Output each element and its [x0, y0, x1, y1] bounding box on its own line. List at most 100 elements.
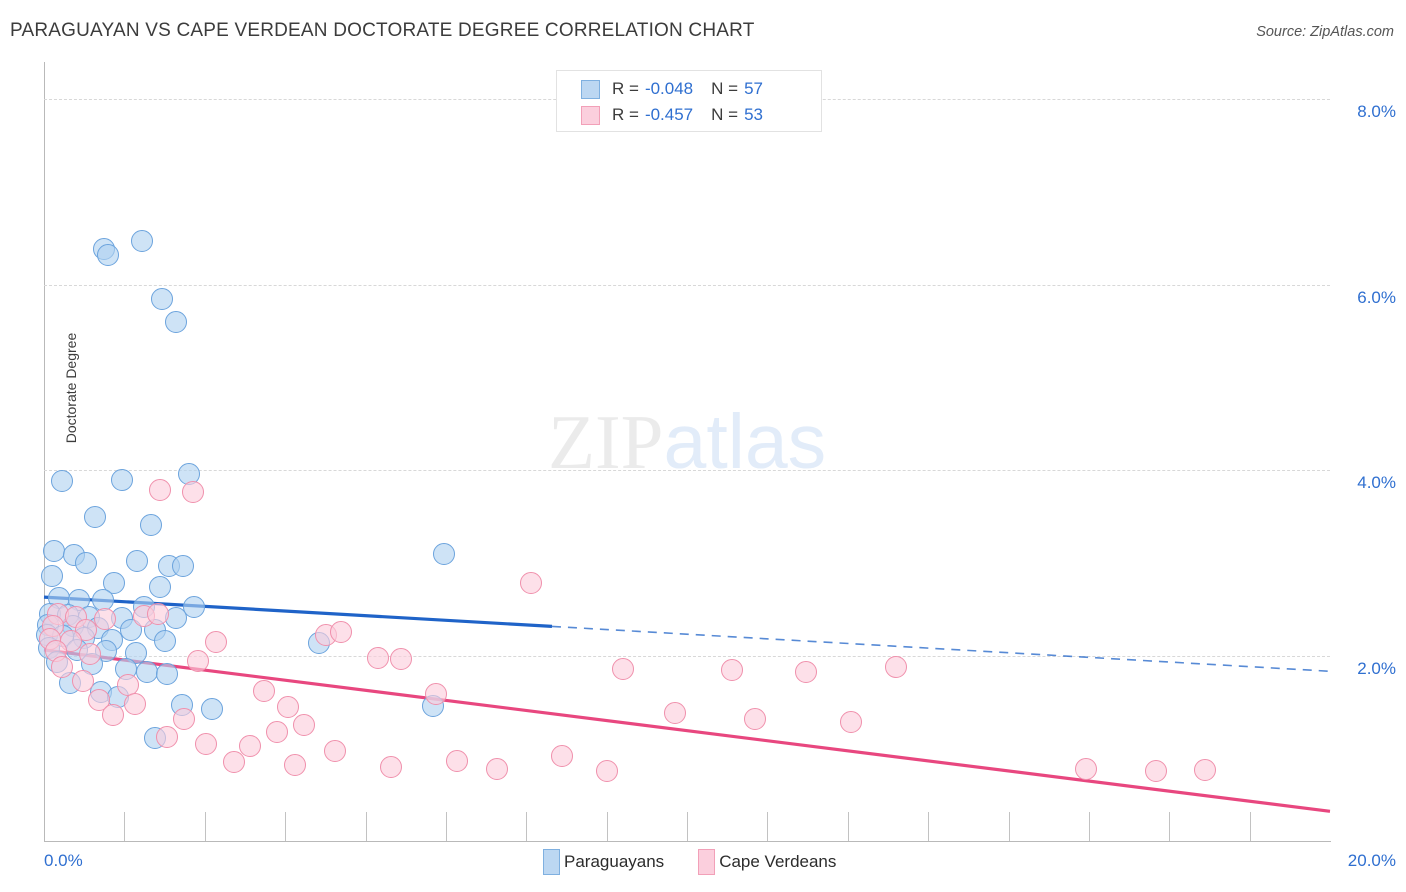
watermark-zip: ZIP — [548, 399, 664, 485]
data-point-cape-verdeans[interactable] — [721, 659, 743, 682]
data-point-cape-verdeans[interactable] — [445, 750, 468, 773]
x-axis-tick — [1249, 812, 1251, 841]
data-point-paraguayans[interactable] — [135, 661, 158, 684]
data-point-cape-verdeans[interactable] — [148, 479, 171, 502]
data-point-paraguayans[interactable] — [171, 555, 194, 578]
data-point-cape-verdeans[interactable] — [252, 679, 275, 702]
data-point-cape-verdeans[interactable] — [51, 655, 73, 678]
data-point-cape-verdeans[interactable] — [611, 657, 634, 680]
y-axis-line — [44, 62, 45, 841]
data-point-paraguayans[interactable] — [103, 572, 126, 595]
legend-item-paraguayans[interactable]: Paraguayans — [543, 849, 664, 875]
stat-swatch-paraguayans — [581, 79, 600, 99]
data-point-paraguayans[interactable] — [51, 470, 73, 493]
data-point-cape-verdeans[interactable] — [743, 707, 766, 730]
data-point-paraguayans[interactable] — [97, 243, 120, 266]
x-axis-tick — [1008, 812, 1010, 841]
data-point-cape-verdeans[interactable] — [222, 751, 245, 774]
data-point-cape-verdeans[interactable] — [87, 689, 110, 712]
x-axis-tick — [928, 812, 930, 841]
data-point-cape-verdeans[interactable] — [75, 618, 98, 641]
data-point-cape-verdeans[interactable] — [323, 740, 346, 763]
data-point-paraguayans[interactable] — [43, 539, 66, 562]
data-point-cape-verdeans[interactable] — [283, 753, 306, 776]
legend-item-cape-verdeans[interactable]: Cape Verdeans — [698, 849, 836, 875]
data-point-cape-verdeans[interactable] — [156, 726, 179, 749]
data-point-cape-verdeans[interactable] — [173, 707, 196, 730]
data-point-cape-verdeans[interactable] — [205, 630, 228, 653]
y-axis-tick-label: 2.0% — [1357, 658, 1396, 678]
stat-row-paraguayans: R = -0.048 N = 57 — [557, 76, 821, 102]
data-point-cape-verdeans[interactable] — [884, 655, 907, 678]
data-point-cape-verdeans[interactable] — [71, 670, 94, 693]
x-axis-tick — [1088, 812, 1090, 841]
x-axis-line — [44, 841, 1331, 842]
gridline-6.0% — [44, 284, 1330, 286]
data-point-cape-verdeans[interactable] — [102, 703, 125, 726]
data-point-cape-verdeans[interactable] — [550, 744, 573, 767]
data-point-cape-verdeans[interactable] — [595, 759, 618, 782]
data-point-cape-verdeans[interactable] — [124, 692, 147, 715]
data-point-cape-verdeans[interactable] — [1145, 759, 1168, 782]
x-axis-tick — [526, 812, 528, 841]
data-point-cape-verdeans[interactable] — [1074, 757, 1097, 780]
data-point-cape-verdeans[interactable] — [520, 572, 543, 595]
data-point-paraguayans[interactable] — [148, 575, 171, 598]
data-point-paraguayans[interactable] — [75, 551, 98, 574]
data-point-cape-verdeans[interactable] — [425, 683, 448, 706]
data-point-cape-verdeans[interactable] — [389, 648, 412, 671]
data-point-paraguayans[interactable] — [182, 596, 205, 619]
data-point-cape-verdeans[interactable] — [1193, 758, 1216, 781]
data-point-cape-verdeans[interactable] — [79, 642, 102, 665]
watermark-atlas: atlas — [663, 399, 827, 485]
data-point-cape-verdeans[interactable] — [380, 755, 403, 778]
gridline-4.0% — [44, 470, 1330, 472]
stat-r-label-1: R = — [612, 79, 639, 98]
data-point-paraguayans[interactable] — [126, 549, 149, 572]
data-point-paraguayans[interactable] — [111, 469, 134, 492]
source-attribution: Source: ZipAtlas.com — [1256, 24, 1394, 40]
stat-r-value-1: -0.048 — [644, 79, 694, 98]
data-point-paraguayans[interactable] — [156, 663, 179, 686]
x-axis-tick — [767, 812, 769, 841]
data-point-cape-verdeans[interactable] — [238, 735, 261, 758]
data-point-cape-verdeans[interactable] — [794, 661, 817, 684]
data-point-cape-verdeans[interactable] — [187, 650, 210, 673]
data-point-paraguayans[interactable] — [140, 513, 163, 536]
page-title: PARAGUAYAN VS CAPE VERDEAN DOCTORATE DEG… — [10, 20, 755, 41]
gridline-2.0% — [44, 655, 1330, 657]
data-point-cape-verdeans[interactable] — [265, 720, 288, 743]
data-point-cape-verdeans[interactable] — [94, 608, 117, 631]
y-axis-title: Doctorate Degree — [63, 332, 79, 444]
data-point-cape-verdeans[interactable] — [486, 757, 509, 780]
data-point-cape-verdeans[interactable] — [277, 696, 300, 719]
y-axis-tick-label: 8.0% — [1357, 102, 1396, 122]
data-point-paraguayans[interactable] — [432, 542, 455, 565]
x-axis-tick — [285, 812, 287, 841]
data-point-cape-verdeans[interactable] — [367, 647, 390, 670]
x-axis-tick — [687, 812, 688, 841]
y-axis-tick-label: 6.0% — [1357, 287, 1396, 307]
data-point-cape-verdeans[interactable] — [147, 602, 170, 625]
data-point-cape-verdeans[interactable] — [293, 714, 316, 737]
data-point-paraguayans[interactable] — [84, 506, 107, 529]
data-point-paraguayans[interactable] — [153, 629, 176, 652]
data-point-paraguayans[interactable] — [130, 229, 153, 252]
data-point-cape-verdeans[interactable] — [664, 702, 687, 725]
data-point-paraguayans[interactable] — [201, 698, 224, 721]
data-point-paraguayans[interactable] — [41, 564, 64, 587]
correlation-stats-box: R = -0.048 N = 57 R = -0.457 N = 53 — [556, 70, 822, 132]
data-point-paraguayans[interactable] — [164, 310, 187, 333]
series-legend: Paraguayans Cape Verdeans — [543, 849, 862, 875]
stat-n-value-2: 53 — [744, 105, 763, 124]
legend-label-paraguayans: Paraguayans — [564, 852, 665, 871]
data-point-cape-verdeans[interactable] — [182, 481, 205, 504]
legend-label-cape-verdeans: Cape Verdeans — [719, 852, 837, 871]
data-point-paraguayans[interactable] — [150, 288, 173, 311]
stat-n-label-2: N = — [711, 105, 739, 124]
x-axis-max-label: 20.0% — [1347, 851, 1396, 870]
data-point-cape-verdeans[interactable] — [839, 711, 862, 734]
trend-line-dashed-paraguayans — [551, 625, 1331, 673]
data-point-cape-verdeans[interactable] — [330, 621, 353, 644]
data-point-cape-verdeans[interactable] — [195, 732, 218, 755]
